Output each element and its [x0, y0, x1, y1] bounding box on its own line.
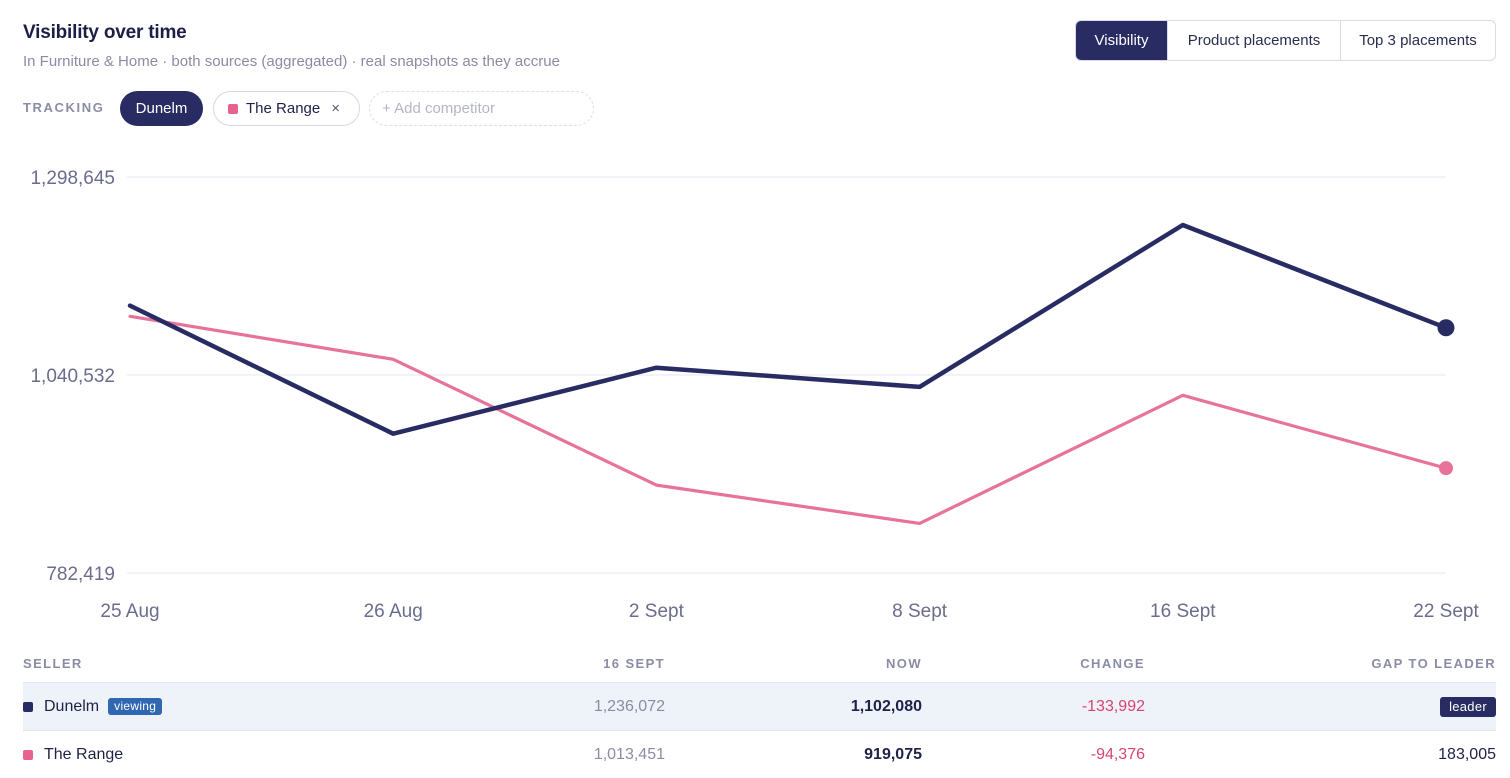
viewing-badge: viewing	[108, 698, 163, 715]
color-swatch	[23, 749, 33, 760]
x-tick-label: 16 Sept	[1150, 601, 1216, 622]
tab-top-3-placements[interactable]: Top 3 placements	[1340, 21, 1495, 60]
change-value: -133,992	[1081, 697, 1145, 715]
seller-name: Dunelm	[44, 697, 100, 715]
x-tick-label: 8 Sept	[892, 601, 948, 622]
seller-name: The Range	[44, 745, 124, 763]
x-tick-label: 2 Sept	[629, 601, 685, 622]
table-header: SELLER 16 SEPT NOW CHANGE GAP TO LEADER	[23, 650, 1496, 682]
col-now: NOW	[886, 656, 922, 671]
chart-subtitle: In Furniture & Home · both sources (aggr…	[23, 53, 560, 70]
seller-cell: The Range	[23, 746, 123, 764]
series-line-dunelm	[127, 222, 1449, 436]
change-value: -94,376	[1090, 745, 1145, 763]
series-line-the-range	[128, 314, 1448, 526]
table-row[interactable]: Dunelm viewing 1,236,072 1,102,080 -133,…	[23, 682, 1496, 730]
chip-the-range[interactable]: The Range ×	[213, 91, 360, 126]
seller-cell: Dunelm viewing	[23, 697, 163, 716]
seller-table: SELLER 16 SEPT NOW CHANGE GAP TO LEADER …	[23, 650, 1496, 778]
col-change: CHANGE	[1080, 656, 1145, 671]
table-row[interactable]: The Range 1,013,451 919,075 -94,376 183,…	[23, 730, 1496, 778]
chip-dunelm[interactable]: Dunelm	[120, 91, 203, 126]
col-prev: 16 SEPT	[603, 656, 665, 671]
chart-title: Visibility over time	[23, 22, 187, 43]
tab-product-placements[interactable]: Product placements	[1167, 21, 1340, 60]
add-competitor-input[interactable]	[369, 91, 594, 126]
x-tick-label: 25 Aug	[100, 601, 159, 622]
y-tick-label: 1,298,645	[30, 168, 115, 189]
y-tick-label: 782,419	[46, 564, 115, 585]
series-end-point[interactable]	[1437, 319, 1455, 337]
col-seller: SELLER	[23, 656, 83, 671]
x-tick-label: 22 Sept	[1413, 601, 1479, 622]
x-tick-label: 26 Aug	[364, 601, 423, 622]
tracking-label: TRACKING	[23, 100, 105, 115]
prev-value: 1,013,451	[593, 745, 665, 763]
chip-label: Dunelm	[135, 100, 188, 117]
chip-label: The Range	[246, 100, 321, 117]
prev-value: 1,236,072	[593, 697, 665, 715]
color-swatch	[228, 103, 238, 114]
metric-tabs: Visibility Product placements Top 3 plac…	[1075, 20, 1496, 61]
gap-cell: leader	[1440, 696, 1496, 717]
gap-value: 183,005	[1438, 745, 1496, 763]
y-tick-label: 1,040,532	[30, 366, 115, 387]
now-value: 1,102,080	[850, 697, 922, 715]
visibility-line-chart: 1,298,645 1,040,532 782,419 25 Aug 26 Aug 2 …	[30, 168, 1479, 622]
col-gap: GAP TO LEADER	[1371, 656, 1496, 671]
tab-visibility[interactable]: Visibility	[1076, 21, 1167, 60]
now-value: 919,075	[864, 745, 922, 763]
series-end-point[interactable]	[1439, 461, 1453, 476]
close-icon[interactable]: ×	[331, 100, 340, 117]
color-swatch	[23, 701, 33, 712]
leader-badge: leader	[1440, 696, 1496, 717]
